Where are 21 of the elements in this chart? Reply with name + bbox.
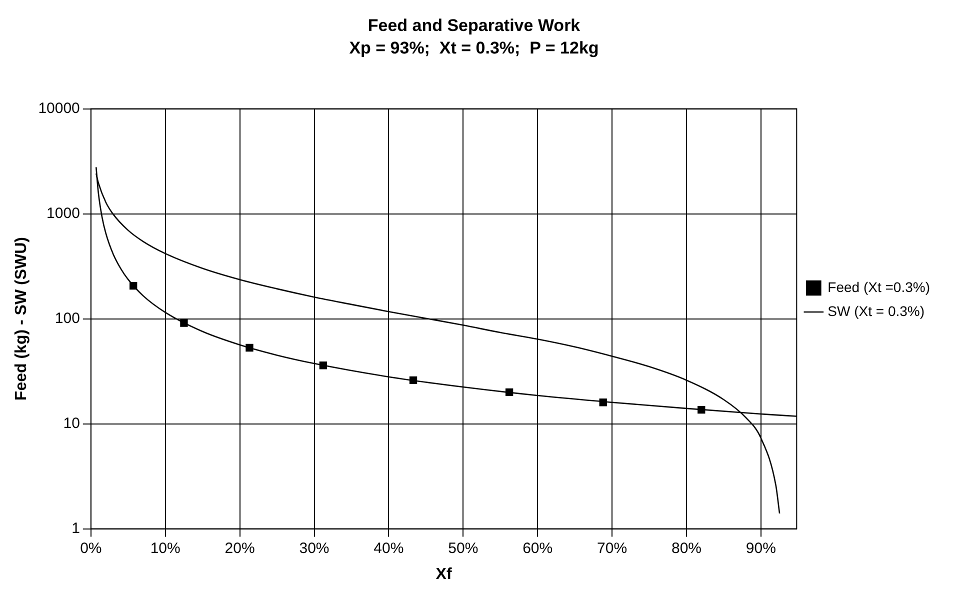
legend-label: Feed (Xt =0.3%) — [828, 278, 930, 295]
y-axis-title: Feed (kg) - SW (SWU) — [13, 237, 30, 401]
y-tick-label: 10 — [63, 414, 80, 432]
legend-label: SW (Xt = 0.3%) — [828, 302, 925, 319]
x-tick-label: 60% — [522, 540, 553, 557]
y-tick-label: 10000 — [38, 100, 80, 117]
x-tick-label: 90% — [746, 540, 776, 557]
x-axis-title: Xf — [436, 566, 452, 583]
y-tick-label: 1000 — [46, 204, 80, 222]
x-tick-label: 50% — [448, 540, 478, 557]
x-tick-label: 20% — [224, 540, 255, 557]
x-tick-label: 80% — [671, 540, 702, 557]
x-tick-label: 40% — [374, 540, 404, 557]
x-tick-label: 0% — [80, 540, 102, 557]
chart-subtitle: Xp = 93%; Xt = 0.3%; P = 12kg — [349, 38, 599, 58]
x-tick-label: 30% — [299, 540, 330, 557]
x-tick-label: 70% — [597, 540, 628, 557]
x-tick-label: 10% — [150, 540, 180, 557]
chart-title: Feed and Separative Work — [368, 16, 581, 35]
y-tick-label: 100 — [54, 310, 80, 327]
y-tick-label: 1 — [72, 520, 80, 537]
